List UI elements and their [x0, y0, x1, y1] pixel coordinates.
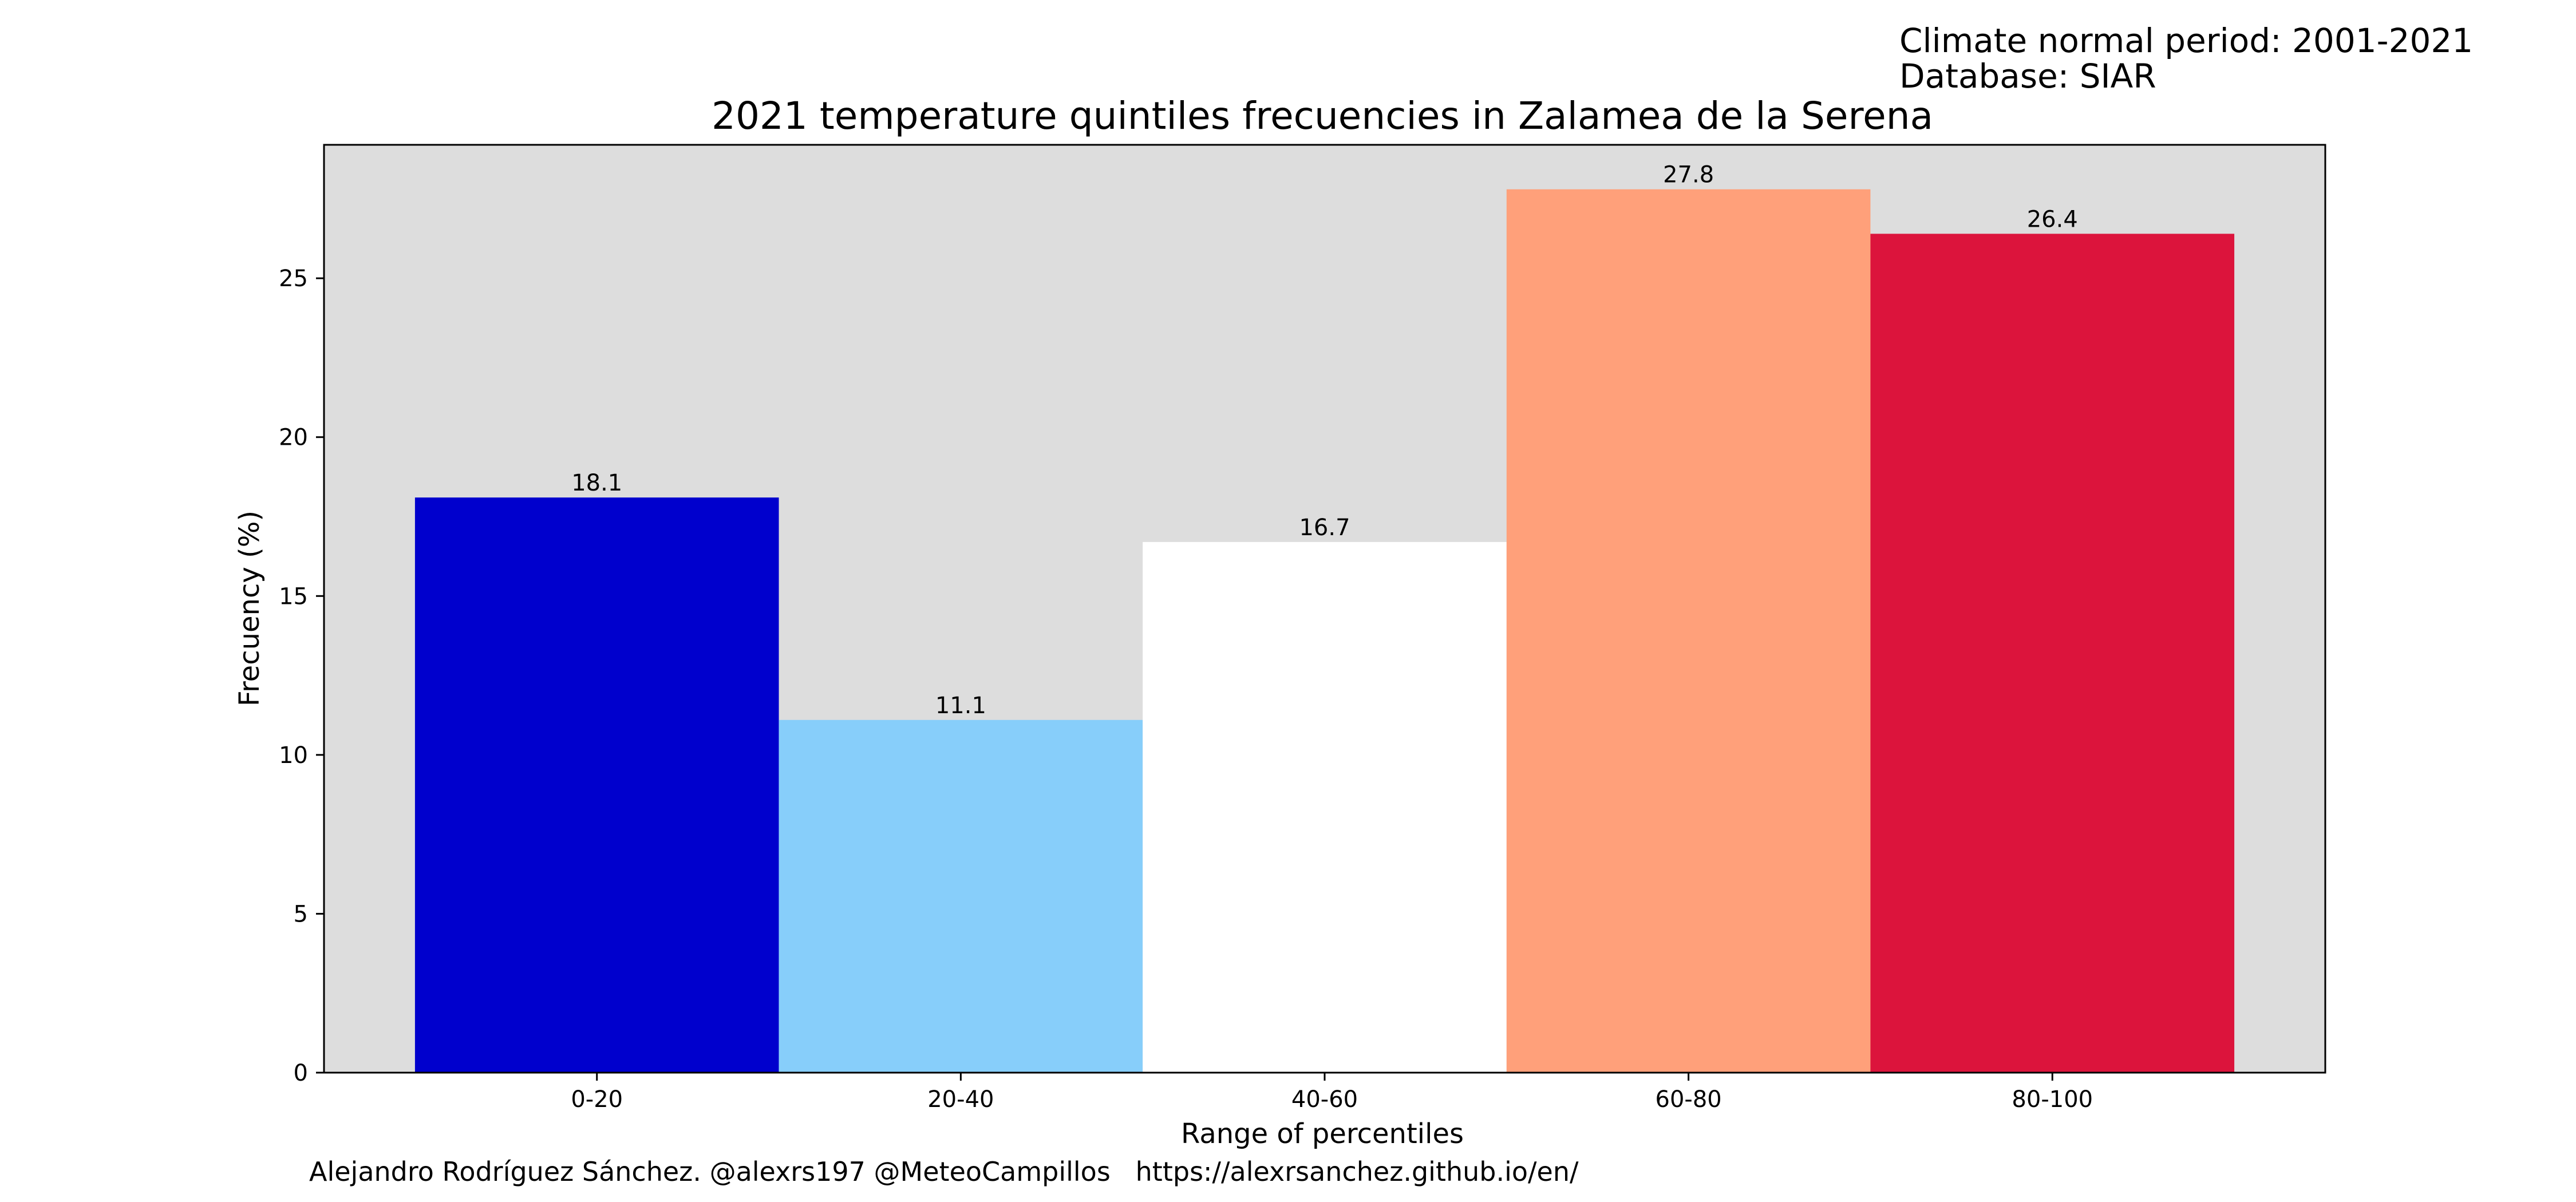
climate-normal-period: Climate normal period: 2001-2021 [1899, 21, 2474, 60]
bar-value-label: 27.8 [1663, 162, 1714, 188]
chart-metadata: Climate normal period: 2001-2021 Databas… [1899, 23, 2473, 94]
bar-value-label: 26.4 [2027, 206, 2078, 232]
bar-40-60 [1143, 541, 1507, 1073]
x-tick-label: 20-40 [927, 1086, 994, 1113]
y-tick-label: 5 [294, 901, 308, 927]
bar-80-100 [1870, 234, 2235, 1073]
bar-20-40 [779, 719, 1143, 1073]
author-credit: Alejandro Rodríguez Sánchez. @alexrs197 … [309, 1156, 1579, 1187]
bar-value-label: 16.7 [1299, 515, 1350, 541]
bar-value-label: 18.1 [571, 470, 622, 496]
y-tick-label: 0 [294, 1060, 308, 1086]
y-axis-label: Frecuency (%) [234, 511, 266, 706]
database-label: Database: SIAR [1899, 57, 2156, 96]
bar-0-20 [414, 497, 779, 1073]
chart-title: 2021 temperature quintiles frecuencies i… [712, 94, 1933, 138]
y-tick-label: 15 [279, 583, 308, 610]
x-tick-label: 60-80 [1656, 1086, 1722, 1113]
x-tick-label: 0-20 [571, 1086, 623, 1113]
y-tick-label: 10 [279, 742, 308, 769]
bar-value-label: 11.1 [935, 693, 986, 719]
x-tick-label: 40-60 [1291, 1086, 1358, 1113]
x-tick-label: 80-100 [2012, 1086, 2093, 1113]
x-axis-label: Range of percentiles [1181, 1118, 1464, 1150]
bar-60-80 [1506, 189, 1871, 1073]
y-tick-label: 25 [279, 266, 308, 292]
y-tick-label: 20 [279, 425, 308, 451]
